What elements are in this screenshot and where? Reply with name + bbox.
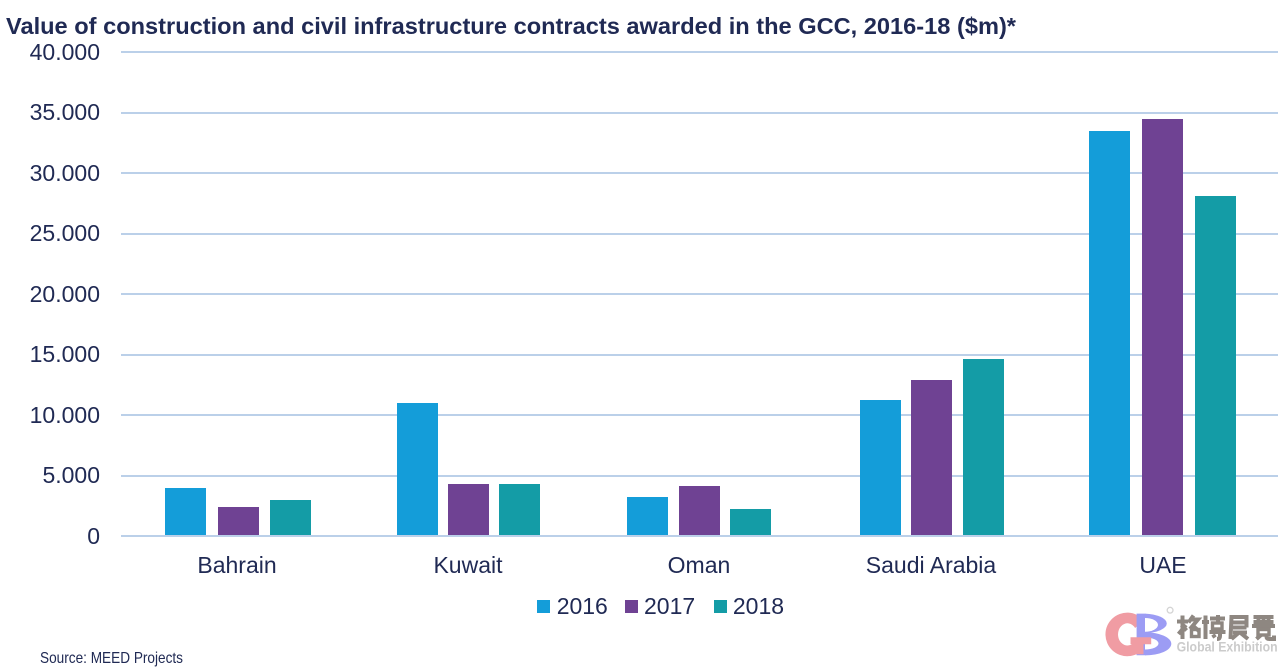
svg-text:Global Exhibition: Global Exhibition — [1177, 640, 1278, 655]
svg-text:Source: MEED Projects: Source: MEED Projects — [40, 650, 183, 667]
svg-text:Value of construction and civi: Value of construction and civil infrastr… — [6, 13, 1016, 39]
